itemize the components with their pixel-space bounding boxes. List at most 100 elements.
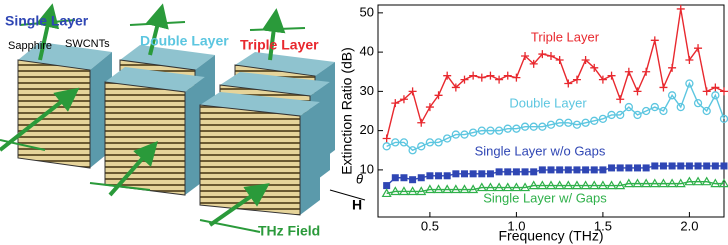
marker [694,162,702,170]
marker [720,162,728,170]
marker [685,79,694,88]
marker [597,180,608,190]
marker [650,36,659,45]
field-lines [0,19,306,233]
marker [398,186,409,196]
marker [677,162,685,170]
marker [485,182,496,192]
marker [589,180,600,190]
marker [503,71,512,80]
marker [425,103,434,112]
marker [537,180,548,190]
marker [555,118,564,127]
marker [460,75,469,84]
marker [642,164,650,172]
marker [434,138,443,147]
marker [399,138,409,147]
marker [711,162,719,170]
marker [495,168,503,176]
marker [530,168,538,176]
label: Double Layer [140,33,229,49]
marker [564,166,572,174]
y-tick-label: 30 [360,83,374,98]
marker [668,162,676,170]
marker [606,180,617,190]
marker [685,162,693,170]
marker [399,95,408,104]
marker [426,172,434,180]
marker [538,50,547,59]
marker [694,44,703,53]
marker [642,67,651,76]
marker [590,116,599,125]
marker [459,184,470,194]
marker [616,164,624,172]
marker [616,110,625,120]
marker [391,138,400,147]
marker [590,166,598,174]
marker [702,106,711,116]
marker [718,178,728,188]
marker [424,184,435,194]
marker [409,176,417,184]
slab-single [17,42,112,169]
marker [702,87,711,96]
marker [599,166,607,174]
marker [624,67,633,76]
marker [469,71,478,80]
marker [486,126,495,135]
marker [590,63,599,72]
marker [564,118,573,127]
marker [676,4,685,13]
marker [545,180,557,190]
marker [433,184,444,194]
series-label: Single Layer w/ Gaps [483,190,607,205]
marker [503,124,512,133]
marker [676,102,685,112]
marker [572,120,582,129]
series-label: Single Layer w/o Gaps [475,143,606,158]
marker [494,126,504,135]
marker [520,182,531,192]
marker [529,122,538,131]
label: SWCNTs [65,38,110,50]
marker [511,182,522,192]
marker [650,102,659,112]
marker [632,178,643,188]
y-tick-label: 20 [360,122,374,137]
marker [486,71,495,80]
marker [711,83,720,92]
marker [495,75,504,84]
marker [659,83,668,92]
x-tick-label: 0.5 [421,218,439,233]
marker [417,118,426,127]
marker [580,180,591,190]
y-tick-label: 50 [360,4,374,19]
marker [616,95,625,104]
marker [416,186,427,196]
x-tick-label: 1.0 [507,218,525,233]
marker [443,134,452,143]
marker [625,164,633,172]
marker [623,178,634,188]
marker [538,122,547,131]
marker [642,106,651,116]
label: THz Field [258,223,320,239]
series-line [385,8,725,139]
marker [556,166,564,174]
marker [624,102,633,112]
chart: 10 20 30 40 50 0.5 1.0 1.5 2.0 Frequency (THz) Ext… [339,4,728,244]
marker [443,71,452,80]
marker [383,182,391,190]
marker [572,75,581,84]
marker [521,168,529,176]
marker [598,75,607,84]
marker [476,182,487,192]
label: Single Layer [5,13,89,29]
slab-double [104,45,215,196]
marker [701,176,712,186]
marker [512,168,520,176]
marker [710,178,721,188]
x-tick-label: 2.0 [680,218,698,233]
marker [417,174,425,182]
